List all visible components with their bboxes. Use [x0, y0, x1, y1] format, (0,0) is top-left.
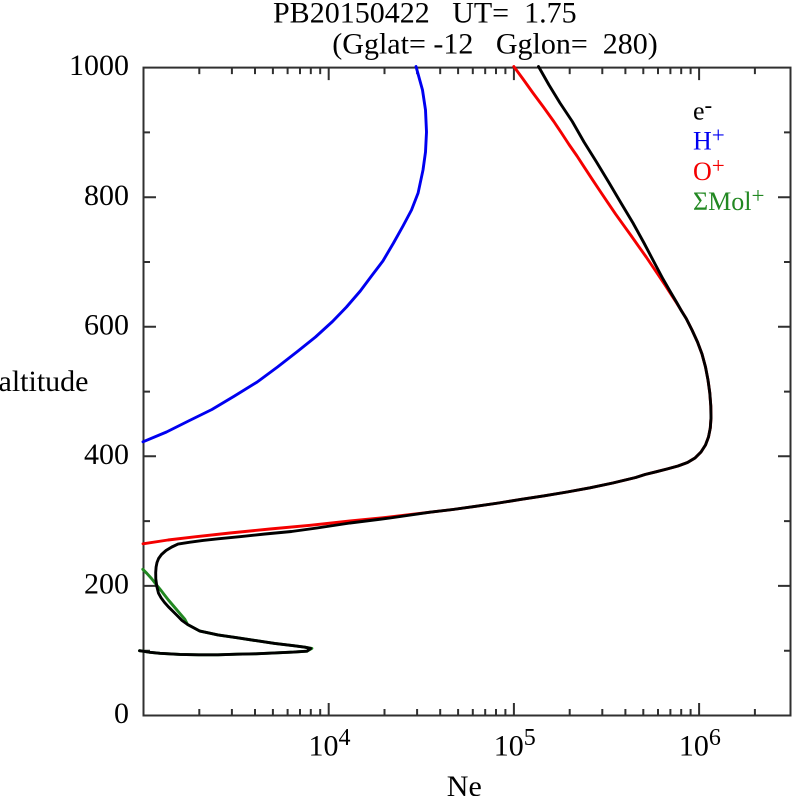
svg-text:800: 800 — [84, 179, 129, 212]
svg-text:Ne: Ne — [447, 770, 482, 796]
svg-text:e-: e- — [693, 93, 712, 126]
svg-text:400: 400 — [84, 438, 129, 471]
svg-text:(Gglat= -12 Gglon= 280): (Gglat= -12 Gglon= 280) — [332, 28, 657, 61]
svg-text:200: 200 — [84, 568, 129, 601]
svg-text:1000: 1000 — [69, 49, 129, 82]
svg-text:600: 600 — [84, 308, 129, 341]
svg-text:PB20150422 UT= 1.75: PB20150422 UT= 1.75 — [273, 0, 577, 29]
svg-text:altitude: altitude — [0, 365, 88, 398]
svg-text:0: 0 — [114, 697, 129, 730]
